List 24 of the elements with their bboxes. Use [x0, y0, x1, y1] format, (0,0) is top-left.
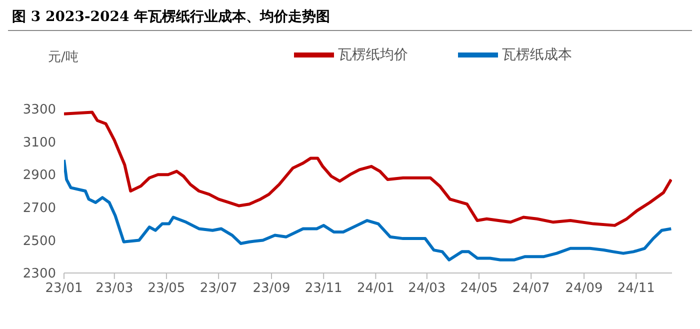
legend-label: 瓦楞纸均价 — [338, 46, 408, 63]
chart-title: 图 3 2023-2024 年瓦楞纸行业成本、均价走势图 — [8, 8, 692, 31]
line-series — [64, 158, 672, 262]
y-tick-label: 2700 — [22, 201, 56, 216]
x-tick-label: 23/09 — [252, 281, 290, 296]
y-tick-label: 2500 — [22, 234, 56, 249]
x-tick-label: 24/01 — [356, 281, 394, 296]
x-tick-label: 23/11 — [304, 281, 342, 296]
x-tick-label: 23/07 — [200, 281, 238, 296]
x-tick-label: 24/09 — [565, 281, 603, 296]
y-tick-label: 2300 — [22, 266, 56, 282]
x-tick-label: 24/05 — [460, 281, 498, 296]
y-tick-label: 2900 — [22, 168, 56, 184]
line-series — [64, 110, 672, 227]
y-axis-title: 元/吨 — [48, 49, 78, 66]
x-tick-label: 23/05 — [148, 281, 186, 296]
x-tick-label: 23/03 — [96, 281, 134, 296]
x-tick-label: 24/07 — [512, 281, 550, 296]
x-tick-label: 24/03 — [408, 281, 446, 296]
x-tick-label: 24/11 — [617, 281, 655, 296]
y-tick-label: 3100 — [22, 135, 56, 150]
legend-label: 瓦楞纸成本 — [502, 46, 572, 63]
x-tick-label: 23/01 — [45, 281, 83, 296]
y-tick-label: 3300 — [22, 102, 56, 118]
